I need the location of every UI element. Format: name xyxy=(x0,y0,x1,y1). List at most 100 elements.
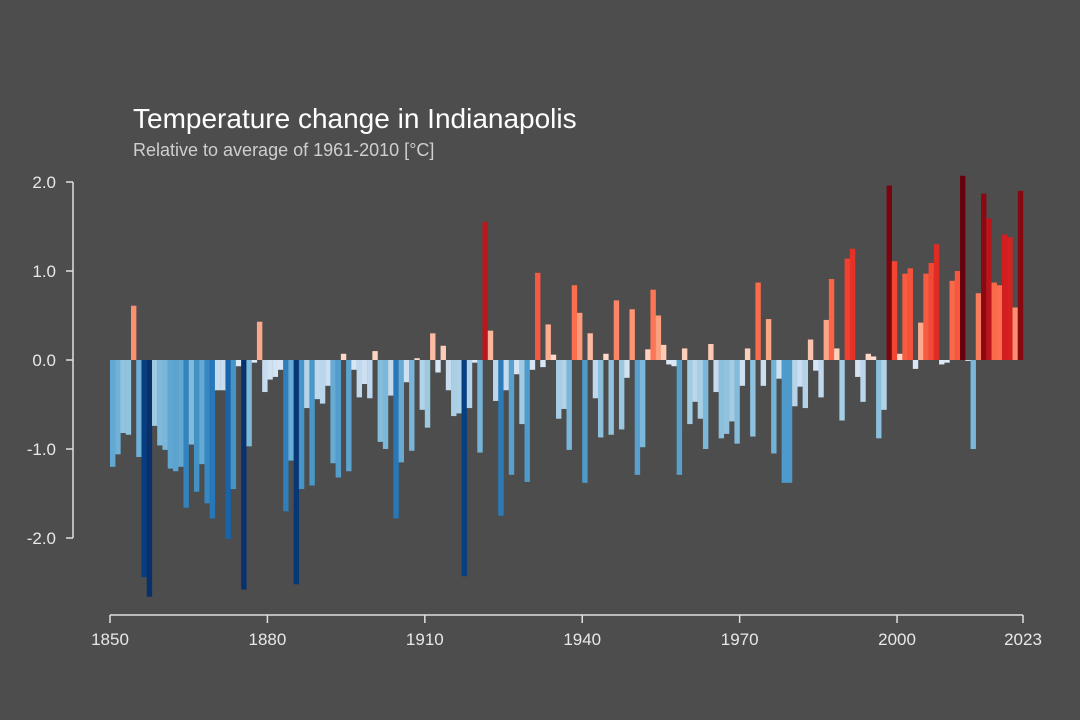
bar-1953 xyxy=(650,289,656,360)
bar-1858 xyxy=(151,360,158,426)
bar-2016 xyxy=(981,193,987,360)
bar-1890 xyxy=(319,360,326,404)
bar-1883 xyxy=(283,360,289,512)
bar-1970 xyxy=(739,360,746,386)
bar-2014 xyxy=(970,360,976,449)
bar-1987 xyxy=(828,279,835,360)
bar-1930 xyxy=(529,360,536,370)
bar-1977 xyxy=(776,360,782,379)
bar-1851 xyxy=(115,360,121,455)
bar-1956 xyxy=(666,360,672,365)
bar-1999 xyxy=(891,261,898,360)
bar-1893 xyxy=(335,360,342,478)
bar-1947 xyxy=(618,360,625,430)
bar-1979 xyxy=(786,360,793,483)
bar-1867 xyxy=(199,360,205,465)
x-tick-label: 1880 xyxy=(248,630,286,649)
bar-2018 xyxy=(991,282,997,360)
chart-title: Temperature change in Indianapolis xyxy=(133,103,577,134)
x-tick-label: 1910 xyxy=(406,630,444,649)
bar-1998 xyxy=(886,185,892,360)
bar-1873 xyxy=(230,360,237,490)
bar-1973 xyxy=(755,282,761,360)
bar-1856 xyxy=(141,360,147,578)
bar-1898 xyxy=(361,360,368,385)
bar-2015 xyxy=(975,293,982,360)
bar-1948 xyxy=(624,360,630,378)
bar-1872 xyxy=(225,360,231,539)
bar-1943 xyxy=(597,360,604,438)
bar-1962 xyxy=(697,360,704,419)
bar-1983 xyxy=(807,339,814,360)
bar-1880 xyxy=(267,360,273,380)
bar-2006 xyxy=(928,262,934,360)
chart-subtitle: Relative to average of 1961-2010 [°C] xyxy=(133,140,434,160)
bar-1912 xyxy=(435,360,441,373)
bar-1852 xyxy=(120,360,126,433)
bar-1915 xyxy=(451,360,457,417)
bar-1892 xyxy=(330,360,336,464)
bar-1932 xyxy=(540,360,546,368)
bar-1934 xyxy=(550,354,557,360)
bar-1901 xyxy=(377,360,383,442)
bar-1996 xyxy=(876,360,882,439)
bar-1995 xyxy=(870,356,877,360)
bar-1949 xyxy=(629,309,635,360)
bar-2001 xyxy=(902,273,908,360)
bar-2019 xyxy=(996,285,1003,360)
bar-1862 xyxy=(172,360,179,472)
bar-1950 xyxy=(634,360,641,475)
bar-1984 xyxy=(813,360,819,371)
bar-1969 xyxy=(734,360,740,444)
bar-1974 xyxy=(760,360,767,386)
bar-2000 xyxy=(897,353,903,360)
x-tick-label: 2023 xyxy=(1004,630,1042,649)
bar-1907 xyxy=(409,360,415,451)
bar-1894 xyxy=(340,353,347,360)
bar-1861 xyxy=(167,360,174,469)
bar-1925 xyxy=(503,360,509,391)
bar-1899 xyxy=(367,360,373,399)
bar-1951 xyxy=(639,360,646,448)
bar-1886 xyxy=(298,360,305,490)
bar-1918 xyxy=(466,360,473,409)
bar-1905 xyxy=(398,360,404,463)
bar-1908 xyxy=(414,358,420,360)
x-axis: 1850 1880 1910 1940 1970 2000 2023 xyxy=(91,614,1042,649)
bar-1980 xyxy=(792,360,798,407)
bar-1881 xyxy=(272,360,279,377)
bar-1866 xyxy=(193,360,200,492)
y-tick-label: -2.0 xyxy=(27,529,56,548)
bar-1991 xyxy=(849,248,856,360)
bar-1922 xyxy=(487,330,494,360)
bar-1885 xyxy=(293,360,300,585)
bar-1854 xyxy=(130,305,137,360)
bar-1853 xyxy=(125,360,132,435)
bar-1864 xyxy=(183,360,189,508)
y-axis: 2.0 1.0 0.0 -1.0 -2.0 xyxy=(27,173,74,548)
bar-1967 xyxy=(723,360,730,434)
bar-1903 xyxy=(388,360,394,396)
bar-1990 xyxy=(844,258,850,360)
bar-1877 xyxy=(251,360,258,363)
bar-1928 xyxy=(519,360,525,425)
bar-2022 xyxy=(1012,307,1018,360)
bar-1863 xyxy=(178,360,184,467)
bar-2023 xyxy=(1017,190,1024,360)
bar-1916 xyxy=(456,360,462,414)
bar-1865 xyxy=(188,360,195,445)
bar-2008 xyxy=(939,360,945,365)
bar-1884 xyxy=(288,360,294,461)
bar-1960 xyxy=(687,360,693,425)
bar-1942 xyxy=(592,360,599,399)
y-tick-label: 2.0 xyxy=(32,173,56,192)
bar-1963 xyxy=(702,360,709,449)
bar-1913 xyxy=(440,345,446,360)
bar-1859 xyxy=(157,360,163,446)
bar-2013 xyxy=(965,360,971,361)
bar-2005 xyxy=(923,273,929,360)
bar-1875 xyxy=(241,360,247,590)
x-tick-label: 1940 xyxy=(563,630,601,649)
bar-1931 xyxy=(535,272,541,360)
